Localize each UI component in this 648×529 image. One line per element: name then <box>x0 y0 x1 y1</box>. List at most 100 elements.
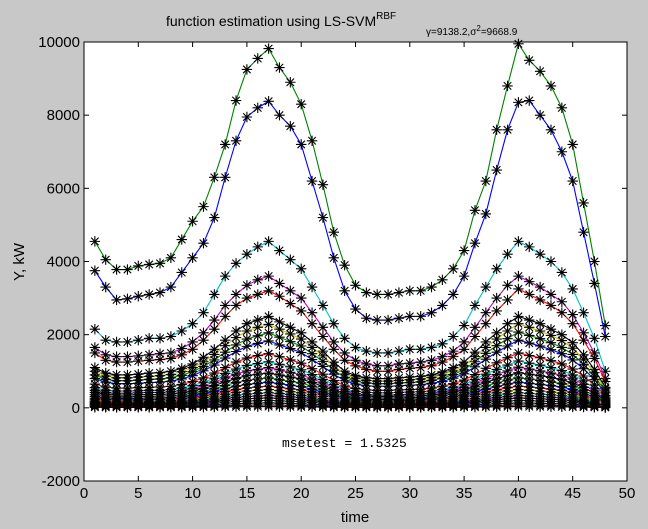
data-point <box>252 289 263 300</box>
series-3 <box>89 236 611 377</box>
data-point <box>469 205 481 216</box>
data-point <box>274 278 285 289</box>
data-point <box>122 336 133 348</box>
y-ticks: -2000 0 2000 4000 6000 8000 10000 <box>38 34 627 490</box>
data-point <box>285 328 296 340</box>
data-point <box>165 252 177 264</box>
data-point <box>578 334 589 346</box>
data-point <box>176 267 187 278</box>
data-point <box>317 322 329 333</box>
data-point <box>274 339 285 351</box>
series-24 <box>89 401 611 413</box>
data-point <box>502 124 513 135</box>
data-point <box>187 216 198 227</box>
data-point <box>154 333 166 344</box>
data-point <box>534 294 546 306</box>
data-point <box>198 307 209 318</box>
data-point <box>176 343 187 354</box>
data-point <box>263 356 274 367</box>
y-tick-label: 2000 <box>47 327 80 344</box>
data-point <box>382 402 394 413</box>
data-point <box>263 401 274 412</box>
data-point <box>252 274 263 285</box>
data-point <box>154 287 166 298</box>
data-point <box>241 248 253 260</box>
data-point <box>382 360 394 371</box>
data-point <box>252 330 263 341</box>
data-point <box>361 313 372 324</box>
data-point <box>296 340 307 352</box>
data-point <box>513 355 524 367</box>
data-point <box>350 342 361 353</box>
data-point <box>534 359 546 371</box>
data-point <box>89 236 101 247</box>
data-point <box>339 333 350 344</box>
data-point <box>230 135 242 146</box>
data-point <box>263 236 274 247</box>
x-tick-label: 30 <box>401 485 418 502</box>
data-point <box>187 252 198 264</box>
data-point <box>545 300 557 311</box>
data-point <box>122 356 133 368</box>
data-point <box>502 401 513 412</box>
data-point <box>339 347 350 359</box>
data-point <box>437 338 448 350</box>
data-point <box>524 330 535 341</box>
data-point <box>556 401 568 413</box>
data-point <box>252 102 263 114</box>
data-point <box>524 276 535 287</box>
data-point <box>361 358 372 370</box>
data-point <box>469 361 481 373</box>
x-tick-label: 50 <box>619 485 636 502</box>
data-point <box>491 263 502 275</box>
data-point <box>361 364 372 375</box>
data-point <box>219 139 231 150</box>
series-2 <box>89 95 611 342</box>
y-tick-label: 10000 <box>38 34 80 51</box>
data-point <box>176 402 187 413</box>
data-point <box>480 208 492 220</box>
data-point <box>545 337 557 348</box>
data-point <box>382 289 394 300</box>
data-point <box>491 357 502 369</box>
data-point <box>534 281 546 293</box>
data-point <box>209 212 220 223</box>
data-point <box>285 298 296 309</box>
data-point <box>361 402 372 413</box>
data-point <box>100 355 111 366</box>
data-point <box>480 175 492 187</box>
data-point <box>143 402 155 413</box>
data-point <box>556 329 568 340</box>
y-tick-label: 0 <box>72 400 80 417</box>
data-point <box>545 362 557 373</box>
data-point <box>187 318 198 329</box>
data-point <box>556 307 568 318</box>
data-point <box>350 402 361 413</box>
data-point <box>285 336 296 347</box>
data-point <box>491 327 502 339</box>
data-point <box>578 363 589 374</box>
data-point <box>534 401 546 412</box>
data-point <box>285 120 296 132</box>
data-point <box>393 358 405 370</box>
data-point <box>458 320 470 331</box>
data-point <box>263 96 274 107</box>
data-point <box>339 402 350 413</box>
data-point <box>469 322 481 333</box>
data-point <box>241 352 253 364</box>
data-point <box>404 311 415 322</box>
data-point <box>404 344 415 355</box>
data-point <box>502 352 513 363</box>
data-point <box>285 343 296 354</box>
data-point <box>556 146 568 157</box>
data-point <box>274 332 285 343</box>
data-point <box>393 364 405 375</box>
chart-title: function estimation using LS-SVMRBF <box>166 11 396 29</box>
data-point <box>274 62 285 73</box>
data-point <box>469 300 481 311</box>
data-point <box>219 347 231 358</box>
data-point <box>491 292 502 304</box>
data-point <box>513 326 524 338</box>
data-point <box>230 289 242 300</box>
data-point <box>567 309 578 320</box>
